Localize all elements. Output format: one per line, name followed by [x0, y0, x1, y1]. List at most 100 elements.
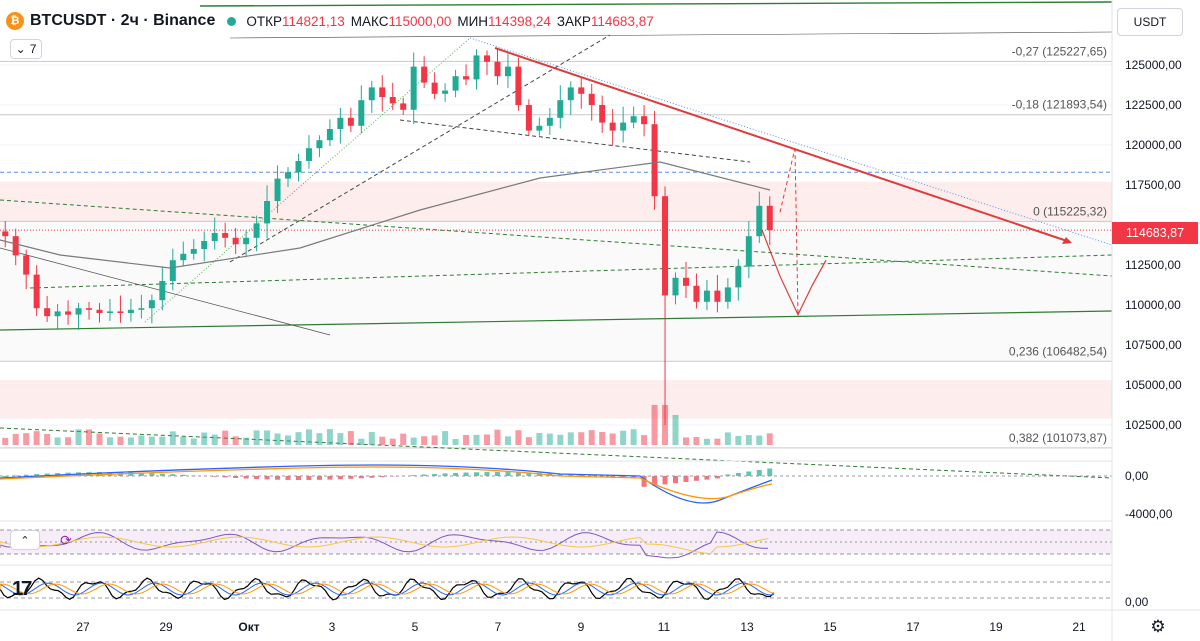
macd-histogram-bar: [212, 476, 218, 477]
candle: [201, 241, 208, 249]
indicators-toggle-button[interactable]: ⌄ 7: [10, 39, 42, 59]
candle: [106, 311, 113, 313]
volume-bar: [253, 430, 260, 445]
candle: [703, 290, 710, 302]
macd-histogram-bar: [735, 473, 741, 476]
price-tick: 122500,00: [1125, 98, 1182, 112]
volume-bar: [735, 435, 742, 445]
macd-histogram-bar: [474, 472, 480, 476]
candle: [442, 90, 449, 94]
rsi-icon[interactable]: ⟳: [60, 531, 72, 548]
volume-bar: [2, 437, 9, 445]
low-value: 114398,24: [488, 13, 551, 29]
trend-dashed: [29, 254, 1113, 289]
gear-icon[interactable]: ⚙: [1150, 617, 1166, 636]
candles: [2, 48, 773, 425]
open-value: 114821,13: [281, 13, 345, 29]
candle: [504, 66, 511, 77]
candle: [515, 66, 522, 105]
volume-bar: [368, 432, 375, 445]
volume-bar: [379, 436, 386, 445]
macd-histogram-bar: [348, 476, 354, 479]
symbol-title[interactable]: BTCUSDT · 2ч · Binance: [30, 12, 215, 30]
candle: [379, 87, 386, 97]
candle: [75, 308, 82, 315]
volume-bar: [106, 437, 113, 445]
volume-bar: [515, 430, 522, 445]
volume-bar: [641, 435, 648, 445]
osc-signal-2: [0, 583, 775, 595]
macd-histogram-bar: [222, 476, 228, 478]
volume-bar: [201, 432, 208, 445]
candle: [295, 161, 302, 173]
top-line: [199, 1, 1113, 7]
candle: [127, 309, 134, 313]
volume-bar: [65, 437, 72, 445]
resistance-arrow: [1062, 237, 1072, 244]
time-tick: 5: [412, 620, 419, 634]
candle: [557, 100, 564, 118]
candle: [159, 281, 166, 301]
close-label: ЗАКР: [556, 13, 591, 29]
price-tick: 125000,00: [1125, 58, 1182, 72]
fib-label: 0,382 (101073,87): [1009, 431, 1107, 445]
candle: [274, 178, 281, 201]
channel-line: [229, 34, 611, 263]
candle: [285, 172, 292, 179]
macd-histogram-bar: [557, 473, 563, 476]
candle: [682, 277, 689, 286]
candle: [546, 117, 553, 126]
volume-bar: [285, 435, 292, 445]
macd-histogram-bar: [128, 472, 134, 476]
volume-bar: [703, 438, 710, 445]
macd-histogram-bar: [693, 476, 699, 481]
macd-histogram-bar: [275, 476, 281, 480]
macd-histogram-bar: [432, 473, 438, 476]
macd-histogram-bar: [505, 472, 511, 476]
macd-histogram-bar: [673, 476, 679, 484]
fib-label: -0,27 (125227,65): [1012, 44, 1107, 58]
volume-bar: [525, 437, 532, 445]
volume-bar: [724, 432, 731, 445]
volume-bar: [222, 430, 229, 445]
macd-histogram-bar: [484, 472, 490, 476]
volume-bar: [169, 431, 176, 445]
volume-bar: [12, 433, 19, 445]
rsi-ma-line: [0, 536, 769, 555]
volume-bar: [264, 430, 271, 445]
currency-button[interactable]: USDT: [1117, 8, 1183, 36]
osc-tick: 0,00: [1125, 595, 1149, 609]
candle: [630, 116, 637, 123]
macd-histogram-bar: [578, 474, 584, 476]
candle: [169, 260, 176, 281]
fib-label: 0 (115225,32): [1033, 204, 1107, 218]
candle: [693, 285, 700, 302]
resistance-line: [494, 47, 1071, 243]
macd-histogram-bar: [369, 476, 375, 478]
macd-histogram-bar: [243, 476, 249, 479]
volume-bar: [578, 432, 585, 445]
candle: [609, 122, 616, 131]
time-tick: 21: [1072, 620, 1086, 634]
price-tick: 110000,00: [1125, 298, 1181, 312]
time-tick: 13: [740, 620, 754, 634]
candle: [12, 236, 19, 256]
macd-histogram-bar: [683, 476, 689, 482]
macd-histogram-bar: [641, 476, 647, 487]
candle: [724, 287, 731, 302]
candle: [483, 55, 490, 62]
fib-zone: [0, 380, 1112, 419]
volume-bar: [117, 436, 124, 445]
volume-bar: [567, 432, 574, 445]
macd-histogram-bar: [327, 476, 333, 480]
volume-bar: [651, 405, 658, 445]
candle: [735, 266, 742, 288]
candle: [222, 233, 229, 238]
volume-bar: [274, 433, 281, 445]
volume-bar: [305, 429, 312, 445]
collapse-pane-button[interactable]: ⌃: [10, 530, 40, 550]
macd-histogram-bar: [44, 473, 50, 476]
macd-histogram-bar: [756, 470, 762, 476]
volume-bar: [54, 437, 61, 445]
